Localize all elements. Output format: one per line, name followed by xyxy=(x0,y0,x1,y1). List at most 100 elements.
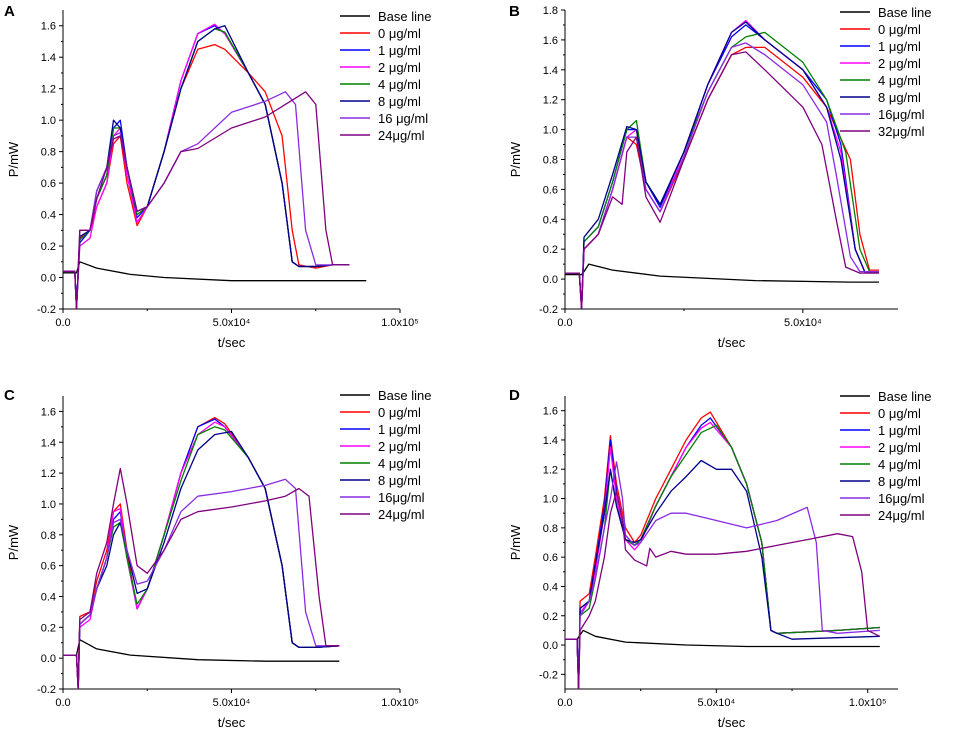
y-tick-label: 0.8 xyxy=(41,147,56,159)
x-tick-label: 1.0x10⁵ xyxy=(381,697,419,709)
y-tick-label: 0.8 xyxy=(41,530,56,542)
legend-label: 1 μg/ml xyxy=(378,422,421,437)
y-tick-label: 0.8 xyxy=(543,155,558,167)
y-tick-label: 0.2 xyxy=(41,241,56,253)
legend-label: Base line xyxy=(878,389,931,404)
series-line xyxy=(565,263,879,283)
legend-label: 0 μg/ml xyxy=(878,406,921,421)
series-line xyxy=(63,418,340,689)
series-line xyxy=(565,24,879,309)
y-tick-label: 1.0 xyxy=(41,499,56,511)
legend-label: 0 μg/ml xyxy=(378,26,421,41)
series-line xyxy=(565,461,880,689)
x-axis-label: t/sec xyxy=(218,335,246,350)
y-tick-label: 1.2 xyxy=(543,95,558,107)
x-axis-label: t/sec xyxy=(718,335,746,350)
series-line xyxy=(63,91,350,309)
legend-label: 8 μg/ml xyxy=(878,474,921,489)
series-line xyxy=(565,421,880,689)
y-tick-label: 1.6 xyxy=(543,406,558,418)
y-tick-label: 1.4 xyxy=(543,435,558,447)
series-line xyxy=(565,51,879,309)
y-tick-label: 0.0 xyxy=(41,653,56,665)
panel-a: A-0.20.00.20.40.60.81.01.21.41.60.0 5.0x1… xyxy=(4,3,431,350)
y-tick-label: -0.2 xyxy=(37,304,56,316)
legend-label: 4 μg/ml xyxy=(378,77,421,92)
legend-label: 1 μg/ml xyxy=(378,43,421,58)
x-tick-label: 0.0 xyxy=(557,317,572,329)
panel-d: D -0.2 0.0 0.2 0.4 0.6 0.8 1.0 1.2 1.4 1.6 0.0 5.0x1… xyxy=(508,387,931,730)
y-tick-label: 1.4 xyxy=(41,52,56,64)
legend-label: 0 μg/ml xyxy=(378,405,421,420)
y-tick-label: 0.6 xyxy=(543,184,558,196)
y-tick-label: -0.2 xyxy=(539,304,558,316)
legend-label: Base line xyxy=(878,5,931,20)
panel-letter: B xyxy=(509,3,520,20)
y-axis-label: P/mW xyxy=(6,524,21,560)
legend-label: 24μg/ml xyxy=(878,508,925,523)
y-tick-label: 0.4 xyxy=(543,214,558,226)
y-tick-label: 1.0 xyxy=(41,115,56,127)
series-line xyxy=(565,21,879,309)
y-tick-label: 0.2 xyxy=(41,622,56,634)
y-tick-label: 0.4 xyxy=(543,581,558,593)
series-group xyxy=(63,416,340,689)
y-tick-label: 0.0 xyxy=(543,274,558,286)
y-tick-label: 0.4 xyxy=(41,210,56,222)
legend-label: 16μg/ml xyxy=(878,107,925,122)
legend-label: 2 μg/ml xyxy=(878,440,921,455)
y-tick-label: 0.4 xyxy=(41,591,56,603)
legend-label: 4 μg/ml xyxy=(378,456,421,471)
series-line xyxy=(63,91,350,309)
legend-label: 2 μg/ml xyxy=(378,60,421,75)
legend-label: 1 μg/ml xyxy=(878,423,921,438)
legend-label: 16μg/ml xyxy=(378,490,425,505)
y-tick-label: 1.0 xyxy=(543,125,558,137)
x-tick-label: 0.0 xyxy=(55,697,70,709)
x-tick-label: 5.0x10⁴ xyxy=(213,697,251,709)
y-tick-label: 1.2 xyxy=(41,468,56,480)
y-axis-label: P/mW xyxy=(508,141,523,177)
x-tick-label: 1.0x10⁵ xyxy=(849,697,887,709)
y-axis-label: P/mW xyxy=(6,141,21,177)
series-line xyxy=(63,25,350,309)
x-tick-label: 0.0 xyxy=(55,317,70,329)
panel-letter: A xyxy=(4,3,15,20)
series-line xyxy=(63,416,340,689)
legend-label: 4 μg/ml xyxy=(878,73,921,88)
legend-label: 24μg/ml xyxy=(378,507,425,522)
y-tick-label: 1.6 xyxy=(543,35,558,47)
series-group xyxy=(565,19,879,309)
y-tick-label: 0.8 xyxy=(543,523,558,535)
legend-label: 4 μg/ml xyxy=(878,457,921,472)
x-tick-label: 5.0x10⁴ xyxy=(213,317,251,329)
x-tick-label: 0.0 xyxy=(557,697,572,709)
y-tick-label: 1.4 xyxy=(41,437,56,449)
legend-label: 2 μg/ml xyxy=(378,439,421,454)
y-tick-label: 0.2 xyxy=(543,244,558,256)
series-line xyxy=(565,19,879,309)
x-tick-label: 5.0x10⁴ xyxy=(697,697,735,709)
legend-label: 8 μg/ml xyxy=(878,90,921,105)
y-tick-label: 0.0 xyxy=(543,640,558,652)
panel-b: B-0.20.00.20.40.60.81.01.21.41.61.80.0 5.… xyxy=(508,3,931,350)
y-tick-label: 0.6 xyxy=(543,552,558,564)
legend-label: Base line xyxy=(378,388,431,403)
panel-letter: C xyxy=(4,387,15,404)
x-tick-label: 1.0x10⁵ xyxy=(381,317,419,329)
y-tick-label: 1.0 xyxy=(543,494,558,506)
series-line xyxy=(63,639,340,662)
y-tick-label: 1.2 xyxy=(41,84,56,96)
series-line xyxy=(63,478,340,689)
legend-label: 8 μg/ml xyxy=(378,94,421,109)
series-line xyxy=(565,490,881,689)
y-tick-label: 0.6 xyxy=(41,561,56,573)
y-tick-label: 1.6 xyxy=(41,406,56,418)
y-tick-label: 0.0 xyxy=(41,273,56,285)
y-tick-label: 1.8 xyxy=(543,5,558,17)
x-axis-label: t/sec xyxy=(718,715,746,730)
legend-label: 0 μg/ml xyxy=(878,22,921,37)
x-tick-label: 5.0x10⁴ xyxy=(784,317,822,329)
y-tick-label: -0.2 xyxy=(539,669,558,681)
